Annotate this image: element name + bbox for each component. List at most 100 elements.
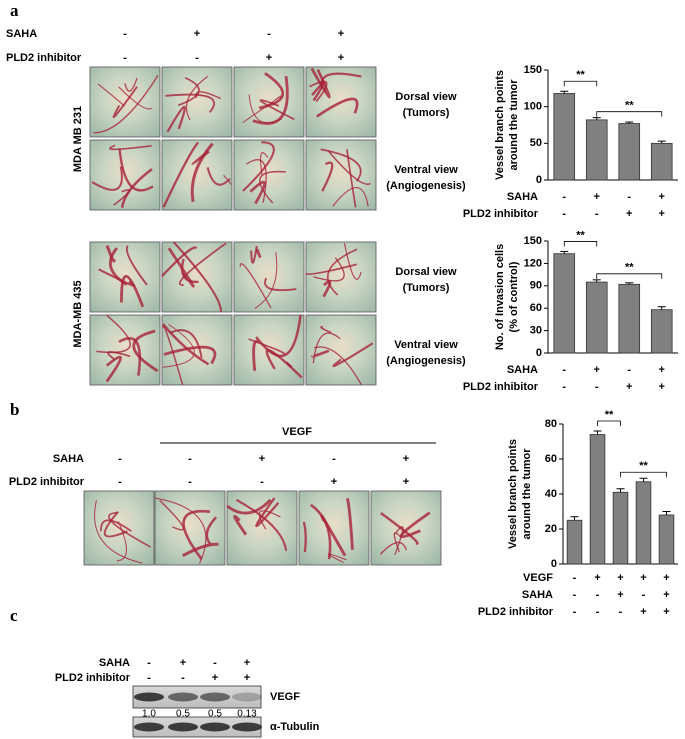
vessel	[118, 337, 142, 376]
vessel	[332, 342, 374, 368]
photo-bg	[305, 241, 377, 313]
y-tick-label: 0	[536, 347, 542, 359]
vessel	[346, 497, 354, 550]
vessel	[91, 166, 123, 191]
condition-sign: +	[594, 191, 600, 203]
vessel	[223, 175, 232, 185]
condition-sign: -	[573, 572, 577, 584]
blot-label: VEGF	[270, 691, 300, 703]
bar	[658, 514, 675, 565]
vessel	[118, 148, 154, 192]
vessel	[233, 515, 248, 536]
vessel	[195, 91, 222, 100]
vessel	[255, 314, 302, 358]
blot-band	[232, 692, 262, 702]
vessel	[320, 325, 332, 334]
condition-sign: -	[118, 476, 122, 488]
view-subtitle: (Angiogenesis)	[386, 355, 466, 367]
significance-bracket	[563, 80, 598, 87]
condition-label: SAHA	[522, 589, 553, 601]
vessel	[178, 242, 227, 286]
photo	[226, 490, 298, 566]
vessel	[166, 105, 186, 133]
vessel	[116, 521, 127, 562]
vessel	[311, 81, 326, 102]
condition-sign: +	[626, 381, 632, 393]
condition-sign: -	[596, 589, 600, 601]
condition-label: SAHA	[507, 191, 538, 203]
bar	[612, 491, 629, 565]
vessel	[103, 511, 128, 538]
condition-label: SAHA	[6, 28, 37, 40]
condition-sign: +	[244, 672, 250, 684]
y-axis-label: around the tumor	[521, 448, 533, 540]
condition-sign: -	[642, 589, 646, 601]
vessel	[286, 361, 293, 368]
view-title: Dorsal view	[395, 91, 457, 103]
vessel	[165, 93, 216, 113]
condition-sign: -	[267, 28, 271, 40]
photo	[161, 314, 233, 386]
view-subtitle: (Tumors)	[403, 282, 450, 294]
photo	[233, 66, 305, 138]
condition-sign: -	[562, 381, 566, 393]
y-tick-label: 0	[536, 174, 542, 186]
condition-sign: -	[596, 606, 600, 618]
photo-bg	[161, 139, 233, 211]
bar	[618, 123, 641, 181]
y-axis-label: Vessel branch points	[507, 439, 519, 549]
condition-sign: +	[659, 381, 665, 393]
blot-band	[134, 722, 164, 732]
vessel	[93, 75, 159, 134]
photo	[83, 490, 155, 566]
bar	[553, 253, 576, 354]
y-tick-label: 120	[524, 257, 542, 269]
vessel	[311, 349, 330, 358]
condition-sign: -	[562, 208, 566, 220]
photo-bg	[233, 241, 305, 313]
vessel	[206, 167, 231, 186]
vessel	[161, 246, 198, 277]
vessel	[132, 329, 159, 373]
photo	[233, 314, 305, 386]
vessel	[327, 150, 371, 185]
y-tick-label: 60	[530, 302, 542, 314]
y-tick-label: 150	[524, 235, 542, 247]
photo	[89, 241, 161, 313]
vessel	[309, 80, 328, 103]
vessel	[380, 512, 419, 545]
vessel	[182, 509, 211, 560]
significance-label: **	[639, 460, 648, 472]
vessel	[105, 245, 116, 263]
photo	[89, 139, 161, 211]
photo	[233, 241, 305, 313]
condition-sign: -	[619, 606, 623, 618]
y-tick-label: 40	[545, 488, 557, 500]
condition-sign: +	[659, 191, 665, 203]
condition-sign: +	[659, 364, 665, 376]
blot-band	[168, 692, 198, 702]
view-title: Dorsal view	[395, 266, 457, 278]
condition-sign: -	[123, 52, 127, 64]
photo	[161, 241, 233, 313]
significance-label: **	[576, 69, 585, 81]
vessel	[248, 338, 286, 355]
view-title: Ventral view	[394, 339, 458, 351]
vessel	[313, 257, 345, 282]
significance-label: **	[625, 262, 634, 274]
photo-bg	[298, 490, 370, 566]
blot-ratio: 0.5	[208, 709, 222, 720]
vessel	[185, 76, 209, 121]
y-axis-label: Vessel branch points	[494, 70, 506, 180]
condition-sign: +	[617, 589, 623, 601]
vessel	[249, 180, 266, 205]
condition-sign: -	[573, 589, 577, 601]
photo	[298, 490, 370, 566]
bar	[585, 281, 608, 354]
photo	[154, 490, 226, 566]
view-subtitle: (Tumors)	[403, 107, 450, 119]
photo	[233, 139, 305, 211]
photo-bg	[226, 490, 298, 566]
vessel	[190, 142, 214, 203]
condition-sign: +	[212, 672, 218, 684]
